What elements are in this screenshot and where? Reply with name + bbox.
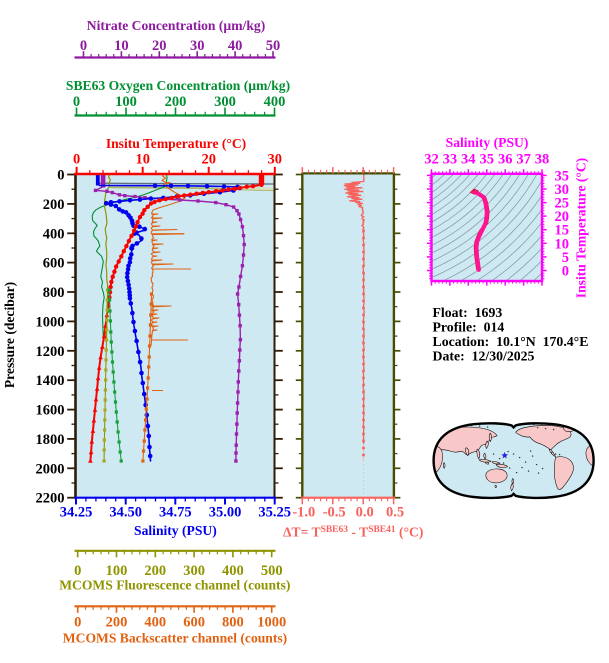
svg-text:400: 400 <box>144 615 166 631</box>
svg-text:32: 32 <box>424 152 439 168</box>
svg-text:Pressure (decibar): Pressure (decibar) <box>2 282 18 388</box>
svg-text:35.25: 35.25 <box>258 505 291 521</box>
svg-text:Location: 10.1°N 170.4°E: Location: 10.1°N 170.4°E <box>433 334 589 349</box>
svg-text:20: 20 <box>555 209 570 225</box>
svg-text:MCOMS Fluorescence channel (co: MCOMS Fluorescence channel (counts) <box>59 578 290 594</box>
svg-text:1800: 1800 <box>36 432 65 448</box>
svg-text:Nitrate Concentration (µm/kg): Nitrate Concentration (µm/kg) <box>87 18 265 34</box>
svg-text:400: 400 <box>43 226 65 242</box>
svg-text:10: 10 <box>135 151 150 167</box>
svg-text:MCOMS Backscatter channel (cou: MCOMS Backscatter channel (counts) <box>63 631 287 647</box>
svg-text:Insitu Temperature (°C): Insitu Temperature (°C) <box>574 158 590 298</box>
svg-text:38: 38 <box>535 152 550 168</box>
svg-text:0.5: 0.5 <box>386 505 404 521</box>
svg-text:34.25: 34.25 <box>60 505 93 521</box>
svg-text:34.50: 34.50 <box>109 505 142 521</box>
svg-text:Profile: 014: Profile: 014 <box>433 320 505 335</box>
svg-text:50: 50 <box>266 38 281 54</box>
svg-text:200: 200 <box>43 197 65 213</box>
svg-text:20: 20 <box>201 151 216 167</box>
svg-text:Salinity (PSU): Salinity (PSU) <box>134 523 217 539</box>
svg-text:300: 300 <box>214 94 236 110</box>
svg-text:33: 33 <box>443 152 458 168</box>
svg-text:30: 30 <box>190 38 205 54</box>
svg-text:200: 200 <box>144 563 166 579</box>
svg-text:35.00: 35.00 <box>209 505 242 521</box>
svg-text:0.0: 0.0 <box>356 505 374 521</box>
svg-text:Date: 12/30/2025: Date: 12/30/2025 <box>433 349 535 364</box>
svg-text:30: 30 <box>555 182 570 198</box>
svg-text:500: 500 <box>261 563 283 579</box>
svg-text:1200: 1200 <box>36 344 65 360</box>
svg-text:5: 5 <box>562 250 569 266</box>
svg-text:100: 100 <box>115 94 137 110</box>
svg-text:2200: 2200 <box>36 491 65 507</box>
svg-text:1000: 1000 <box>36 314 65 330</box>
svg-text:37: 37 <box>516 152 531 168</box>
svg-text:ΔT= TSBE63 - TSBE41 (°C): ΔT= TSBE63 - TSBE41 (°C) <box>283 525 423 541</box>
svg-text:35: 35 <box>555 168 570 184</box>
svg-text:0: 0 <box>562 264 569 280</box>
svg-text:0: 0 <box>73 151 80 167</box>
svg-text:25: 25 <box>555 196 570 212</box>
svg-text:0: 0 <box>74 615 81 631</box>
svg-text:800: 800 <box>222 615 244 631</box>
svg-text:Float: 1693: Float: 1693 <box>433 305 503 320</box>
svg-text:34: 34 <box>461 152 476 168</box>
svg-text:600: 600 <box>43 256 65 272</box>
svg-text:-1.0: -1.0 <box>292 505 315 521</box>
svg-text:200: 200 <box>106 615 128 631</box>
svg-text:1000: 1000 <box>257 615 286 631</box>
svg-text:600: 600 <box>183 615 205 631</box>
svg-text:300: 300 <box>183 563 205 579</box>
svg-text:0: 0 <box>80 38 87 54</box>
svg-text:200: 200 <box>165 94 187 110</box>
svg-text:35: 35 <box>480 152 495 168</box>
svg-text:2000: 2000 <box>36 461 65 477</box>
svg-text:Insitu Temperature (°C): Insitu Temperature (°C) <box>106 136 246 152</box>
svg-text:36: 36 <box>498 152 513 168</box>
svg-text:0: 0 <box>74 563 81 579</box>
svg-text:10: 10 <box>555 236 570 252</box>
svg-text:400: 400 <box>222 563 244 579</box>
svg-text:30: 30 <box>268 151 283 167</box>
svg-text:15: 15 <box>555 223 570 239</box>
svg-text:-0.5: -0.5 <box>323 505 346 521</box>
svg-text:1600: 1600 <box>36 403 65 419</box>
svg-text:100: 100 <box>106 563 128 579</box>
svg-text:0: 0 <box>57 168 64 184</box>
svg-text:400: 400 <box>264 94 286 110</box>
svg-text:20: 20 <box>152 38 167 54</box>
svg-text:1400: 1400 <box>36 373 65 389</box>
svg-text:800: 800 <box>43 285 65 301</box>
svg-text:10: 10 <box>114 38 129 54</box>
svg-text:Salinity (PSU): Salinity (PSU) <box>446 135 529 151</box>
svg-text:34.75: 34.75 <box>159 505 192 521</box>
svg-text:0: 0 <box>73 94 80 110</box>
svg-text:SBE63 Oxygen Concentration (µm: SBE63 Oxygen Concentration (µm/kg) <box>66 78 290 94</box>
svg-text:40: 40 <box>228 38 243 54</box>
